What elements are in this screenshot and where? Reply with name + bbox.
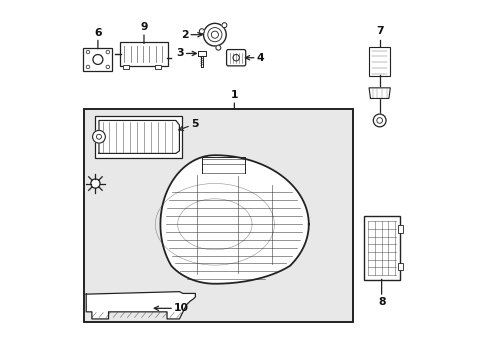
FancyBboxPatch shape [398,262,403,270]
FancyBboxPatch shape [398,225,403,233]
FancyBboxPatch shape [369,48,391,76]
Circle shape [93,54,103,64]
Text: 3: 3 [176,49,196,58]
Text: 10: 10 [154,303,189,313]
FancyBboxPatch shape [155,65,161,69]
Circle shape [373,114,386,127]
Circle shape [199,29,204,34]
Circle shape [93,130,105,143]
FancyBboxPatch shape [226,50,245,66]
FancyBboxPatch shape [364,216,399,280]
Polygon shape [86,292,196,319]
Polygon shape [369,88,391,99]
FancyBboxPatch shape [84,109,353,322]
Polygon shape [99,121,179,153]
Text: 7: 7 [376,26,384,36]
Text: 9: 9 [140,22,147,44]
Text: 1: 1 [231,90,238,109]
Text: 2: 2 [181,30,202,40]
Text: 5: 5 [179,119,198,130]
Text: 4: 4 [245,53,264,63]
Circle shape [222,23,227,28]
Circle shape [91,179,100,188]
Circle shape [216,45,221,50]
FancyBboxPatch shape [120,42,168,66]
FancyBboxPatch shape [83,48,112,71]
Circle shape [203,23,226,46]
Polygon shape [160,155,309,284]
Text: 6: 6 [94,27,102,49]
Polygon shape [198,51,206,56]
Polygon shape [201,56,203,67]
FancyBboxPatch shape [123,65,129,69]
FancyBboxPatch shape [96,116,182,158]
Text: 8: 8 [378,279,386,307]
